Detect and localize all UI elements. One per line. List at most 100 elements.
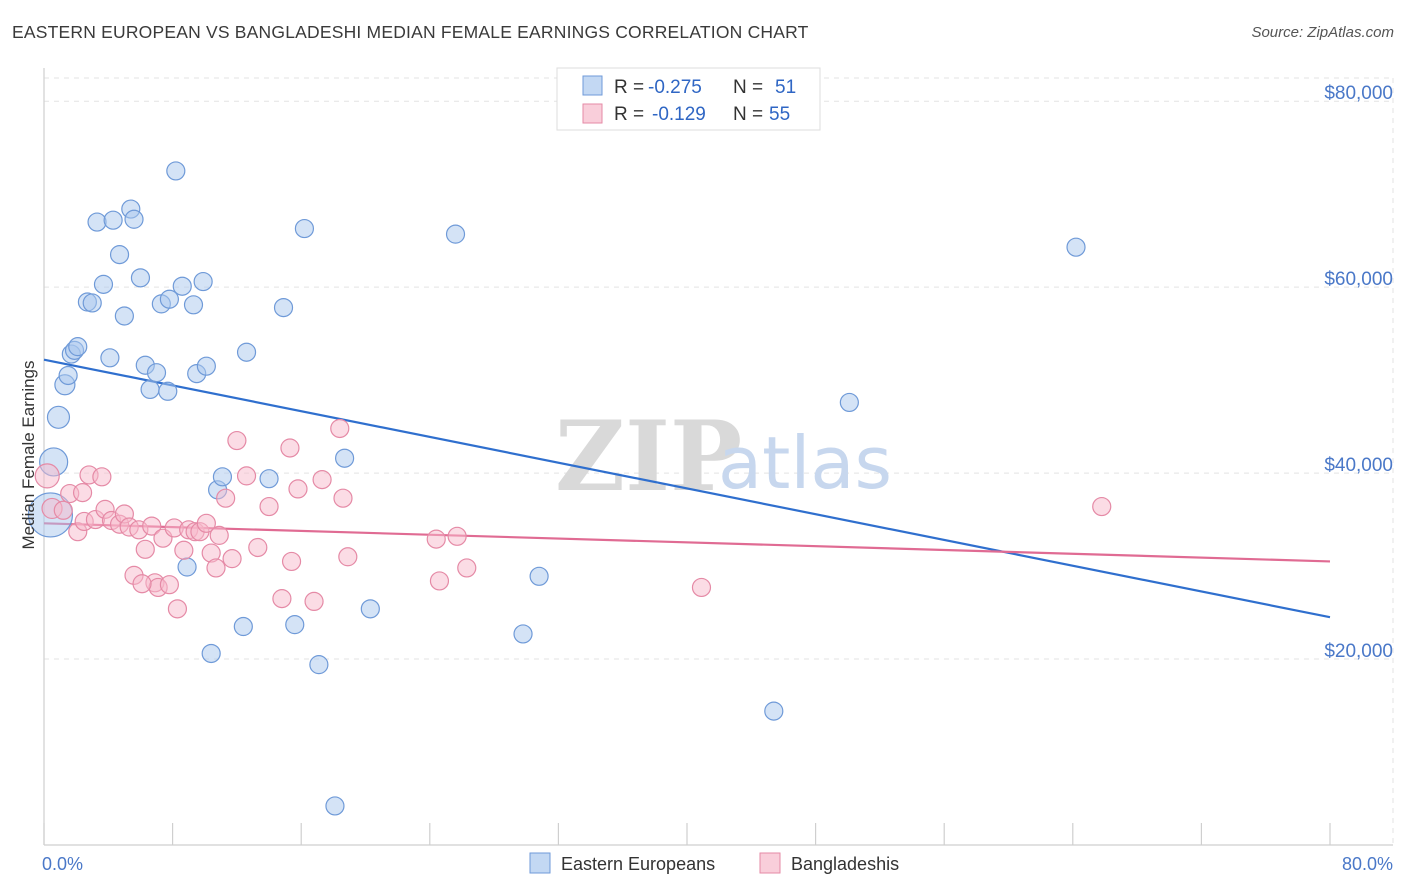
point-eastern-europeans-18 bbox=[130, 268, 151, 288]
point-eastern-europeans-46 bbox=[513, 624, 533, 644]
point-bangladeshis-45 bbox=[330, 418, 350, 439]
point-bangladeshis-34 bbox=[227, 430, 247, 451]
point-eastern-europeans-30 bbox=[193, 271, 213, 292]
scatter-points bbox=[27, 161, 1112, 816]
point-bangladeshis-39 bbox=[280, 438, 300, 458]
y-tick-labels: $20,000 $40,000 $60,000 $80,000 bbox=[1324, 83, 1393, 662]
point-eastern-europeans-37 bbox=[259, 469, 279, 489]
point-bangladeshis-35 bbox=[236, 466, 257, 486]
stats-legend-swatch-bangladeshis bbox=[582, 103, 603, 124]
point-eastern-europeans-38 bbox=[273, 297, 294, 318]
point-bangladeshis-33 bbox=[222, 549, 242, 569]
x-tick-label-max: 80.0% bbox=[1342, 854, 1393, 874]
point-eastern-europeans-45 bbox=[445, 224, 466, 244]
y-tick-label-3: $80,000 bbox=[1324, 83, 1393, 104]
stats-legend-r-label: R = bbox=[614, 104, 644, 125]
point-bangladeshis-36 bbox=[248, 537, 268, 558]
stats-legend-r-value: -0.275 bbox=[648, 77, 702, 98]
series-legend-swatch-bangladeshis bbox=[759, 852, 781, 874]
point-eastern-europeans-34 bbox=[212, 467, 233, 487]
point-eastern-europeans-50 bbox=[1066, 237, 1086, 257]
y-tick-label-1: $40,000 bbox=[1324, 455, 1393, 476]
point-bangladeshis-41 bbox=[288, 479, 308, 499]
point-eastern-europeans-32 bbox=[201, 643, 221, 664]
point-eastern-europeans-28 bbox=[183, 295, 204, 315]
series-legend-label-eastern-europeans: Eastern Europeans bbox=[561, 854, 715, 874]
point-eastern-europeans-14 bbox=[109, 245, 130, 265]
trend-line-eastern-europeans bbox=[43, 358, 1331, 619]
point-bangladeshis-49 bbox=[447, 526, 467, 546]
series-legend: Eastern Europeans Bangladeshis bbox=[529, 852, 899, 874]
point-eastern-europeans-47 bbox=[529, 566, 549, 586]
point-bangladeshis-31 bbox=[209, 525, 229, 545]
watermark-atlas: atlas bbox=[718, 421, 892, 505]
point-eastern-europeans-43 bbox=[335, 448, 355, 468]
point-bangladeshis-51 bbox=[691, 577, 712, 598]
point-eastern-europeans-2 bbox=[46, 405, 71, 429]
point-bangladeshis-52 bbox=[1092, 496, 1112, 517]
point-bangladeshis-8 bbox=[92, 467, 112, 487]
point-bangladeshis-48 bbox=[429, 571, 450, 591]
stats-legend-r-label: R = bbox=[614, 77, 644, 98]
stats-legend: R = -0.275 N = 51 R = -0.129 N = 55 bbox=[556, 67, 821, 131]
stats-legend-swatch-eastern-europeans bbox=[582, 75, 603, 96]
point-eastern-europeans-39 bbox=[285, 615, 305, 635]
point-bangladeshis-54 bbox=[72, 483, 93, 503]
point-eastern-europeans-48 bbox=[764, 701, 784, 721]
point-bangladeshis-24 bbox=[174, 540, 194, 560]
point-eastern-europeans-27 bbox=[177, 557, 197, 577]
point-bangladeshis-46 bbox=[338, 547, 358, 567]
series-legend-label-bangladeshis: Bangladeshis bbox=[791, 854, 899, 874]
point-eastern-europeans-25 bbox=[166, 161, 186, 181]
point-bangladeshis-38 bbox=[272, 589, 292, 609]
point-bangladeshis-40 bbox=[281, 551, 302, 572]
point-eastern-europeans-11 bbox=[93, 274, 114, 294]
point-eastern-europeans-9 bbox=[82, 293, 102, 313]
point-eastern-europeans-36 bbox=[236, 342, 257, 362]
point-eastern-europeans-17 bbox=[124, 209, 144, 229]
y-tick-label-2: $60,000 bbox=[1324, 269, 1393, 290]
point-eastern-europeans-15 bbox=[114, 306, 134, 326]
trend-lines bbox=[43, 358, 1331, 619]
point-bangladeshis-2 bbox=[53, 500, 73, 520]
y-tick-label-0: $20,000 bbox=[1324, 641, 1393, 662]
point-eastern-europeans-12 bbox=[100, 348, 120, 368]
point-bangladeshis-53 bbox=[132, 574, 152, 594]
series-legend-swatch-eastern-europeans bbox=[529, 852, 551, 874]
point-bangladeshis-23 bbox=[167, 599, 188, 619]
chart-title: EASTERN EUROPEAN VS BANGLADESHI MEDIAN F… bbox=[12, 22, 809, 42]
point-eastern-europeans-49 bbox=[839, 392, 859, 413]
point-eastern-europeans-41 bbox=[309, 655, 329, 675]
point-eastern-europeans-24 bbox=[159, 289, 179, 309]
point-eastern-europeans-40 bbox=[294, 218, 315, 239]
stats-legend-n-value: 55 bbox=[769, 104, 790, 125]
stats-legend-n-label: N = bbox=[733, 104, 763, 125]
stats-legend-n-label: N = bbox=[733, 77, 763, 98]
point-eastern-europeans-31 bbox=[196, 356, 216, 376]
point-bangladeshis-16 bbox=[135, 539, 155, 559]
point-eastern-europeans-21 bbox=[146, 363, 167, 383]
point-bangladeshis-28 bbox=[196, 513, 216, 533]
point-eastern-europeans-20 bbox=[140, 379, 160, 400]
y-axis-label: Median Female Earnings bbox=[19, 361, 38, 550]
point-bangladeshis-17 bbox=[142, 516, 162, 536]
point-bangladeshis-30 bbox=[206, 558, 226, 578]
stats-legend-n-value: 51 bbox=[775, 77, 796, 98]
point-bangladeshis-44 bbox=[333, 488, 353, 508]
source-label: Source: ZipAtlas.com bbox=[1251, 24, 1394, 41]
point-bangladeshis-32 bbox=[216, 488, 236, 508]
point-eastern-europeans-7 bbox=[68, 337, 88, 357]
point-bangladeshis-37 bbox=[259, 496, 279, 517]
watermark: ZIP atlas bbox=[555, 400, 892, 513]
point-bangladeshis-43 bbox=[312, 470, 332, 490]
stats-legend-r-value: -0.129 bbox=[652, 104, 706, 125]
watermark-zip: ZIP bbox=[555, 400, 742, 513]
point-bangladeshis-50 bbox=[457, 558, 477, 578]
point-eastern-europeans-23 bbox=[158, 381, 178, 401]
point-eastern-europeans-44 bbox=[360, 599, 380, 619]
point-eastern-europeans-35 bbox=[233, 616, 253, 637]
point-bangladeshis-21 bbox=[159, 575, 179, 595]
x-tick-label-min: 0.0% bbox=[42, 854, 83, 874]
point-eastern-europeans-13 bbox=[103, 210, 123, 230]
